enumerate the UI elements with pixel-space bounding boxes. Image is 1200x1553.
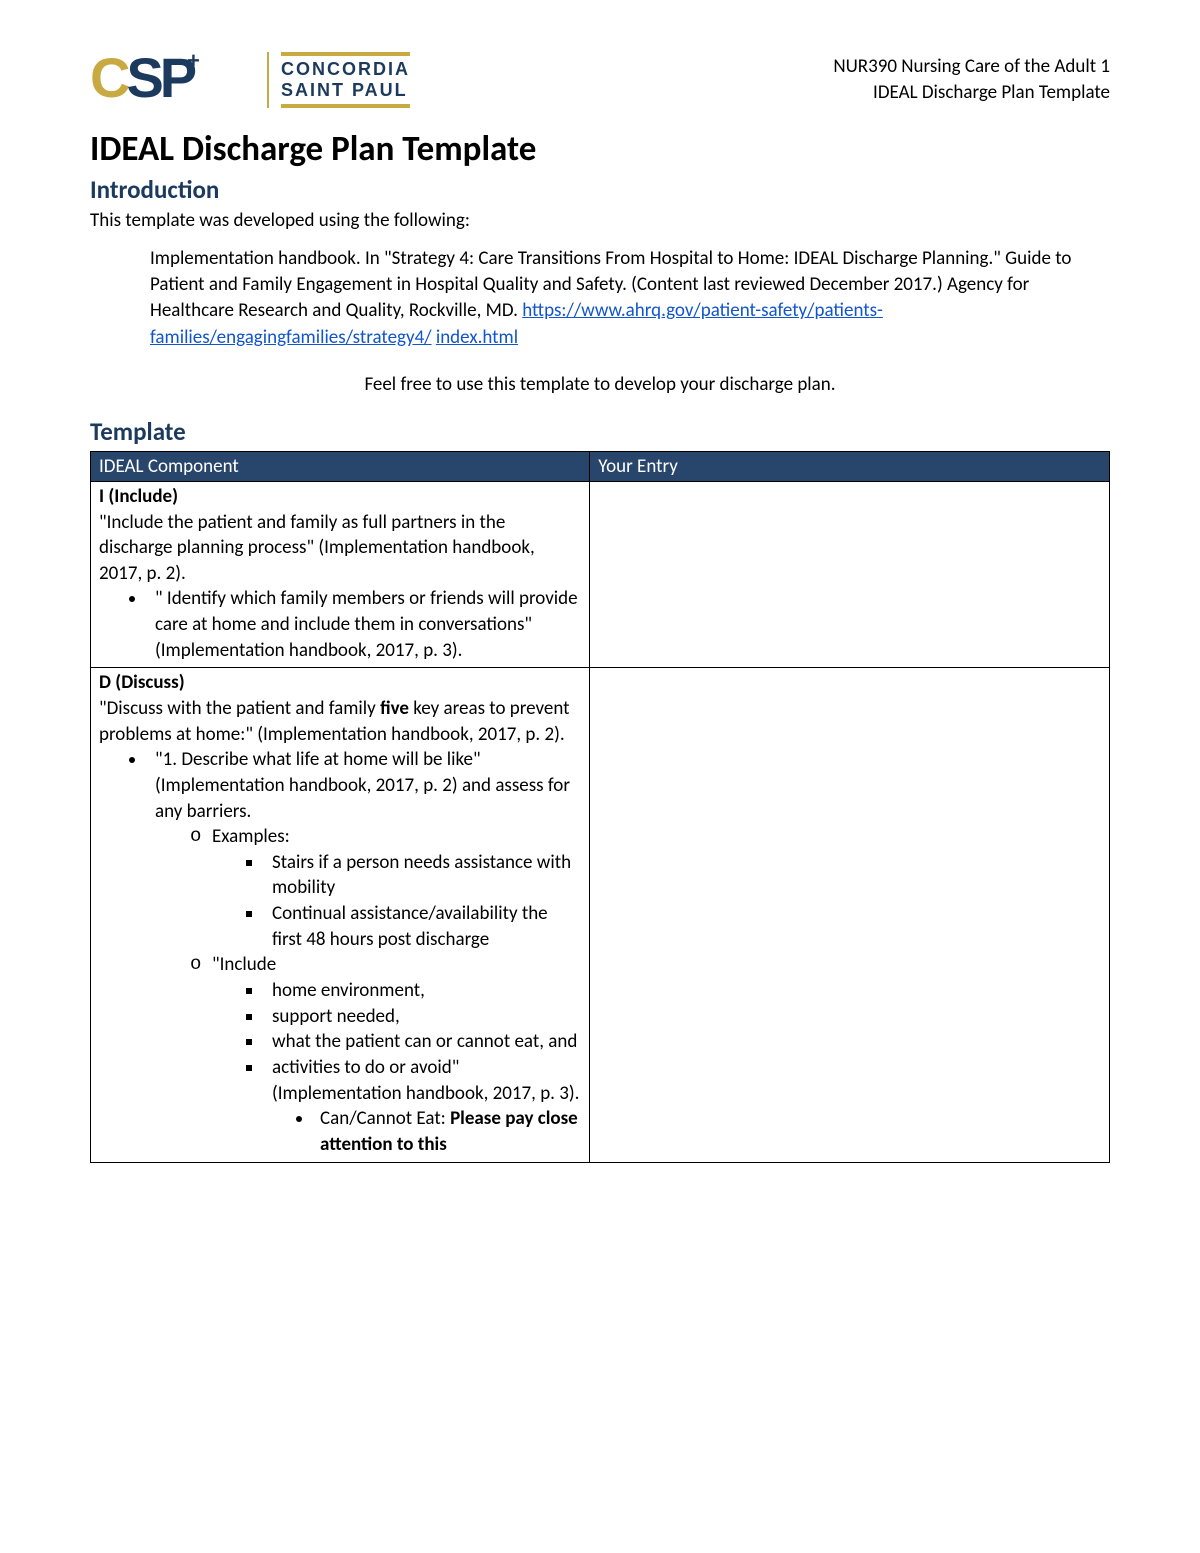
list-item: Can/Cannot Eat: Please pay close attenti… [314,1106,581,1157]
document-page: CSP+ CONCORDIA SAINT PAUL NUR390 Nursing… [0,0,1200,1223]
logo-word-saint-paul: SAINT PAUL [281,80,410,101]
d-bullets-l1: "1. Describe what life at home will be l… [99,747,581,1157]
th-component: IDEAL Component [91,451,590,481]
page-header: CSP+ CONCORDIA SAINT PAUL NUR390 Nursing… [90,50,1110,110]
d-desc: "Discuss with the patient and family fiv… [99,696,581,747]
intro-text: This template was developed using the fo… [90,209,1110,232]
table-row: D (Discuss) "Discuss with the patient an… [91,668,1110,1162]
i-heading: I (Include) [99,484,581,510]
list-item: "Include home environment, support neede… [190,952,581,1157]
d-bullets-l2a: Examples: Stairs if a person needs assis… [155,824,581,1157]
cell-i-entry[interactable] [590,481,1110,667]
d-heading: D (Discuss) [99,670,581,696]
logo-wordmark: CONCORDIA SAINT PAUL [281,52,410,107]
logo-letter-c: C [90,46,126,109]
d-bullets-l3a: Stairs if a person needs assistance with… [212,850,581,953]
list-item: activities to do or avoid" (Implementati… [264,1055,581,1158]
list-item: support needed, [264,1004,581,1030]
list-item: "1. Describe what life at home will be l… [147,747,581,1157]
table-header-row: IDEAL Component Your Entry [91,451,1110,481]
ideal-table: IDEAL Component Your Entry I (Include) "… [90,451,1110,1163]
logo-plus-icon: + [187,50,196,72]
table-row: I (Include) "Include the patient and fam… [91,481,1110,667]
th-entry: Your Entry [590,451,1110,481]
d-b2a-text: Examples: [212,825,290,848]
header-course-info: NUR390 Nursing Care of the Adult 1 IDEAL… [833,50,1110,105]
logo-letters-sp: SP [126,46,193,109]
doc-subtitle: IDEAL Discharge Plan Template [833,80,1110,106]
list-item: Stairs if a person needs assistance with… [264,850,581,901]
cell-d-entry[interactable] [590,668,1110,1162]
d-desc-1: "Discuss with the patient and family [99,697,380,720]
cell-i-include: I (Include) "Include the patient and fam… [91,481,590,667]
d-bullets-l4: Can/Cannot Eat: Please pay close attenti… [272,1106,581,1157]
d-bullets-l3b: home environment, support needed, what t… [212,978,581,1157]
cell-d-discuss: D (Discuss) "Discuss with the patient an… [91,668,590,1162]
page-title: IDEAL Discharge Plan Template [90,128,1110,170]
d-b4a-text: Can/Cannot Eat: [320,1107,450,1130]
school-logo: CSP+ CONCORDIA SAINT PAUL [90,50,410,110]
template-heading: Template [90,416,1110,447]
i-bullets: " Identify which family members or frien… [99,586,581,663]
d-b3f-text: activities to do or avoid" (Implementati… [272,1056,579,1105]
list-item: home environment, [264,978,581,1004]
course-code: NUR390 Nursing Care of the Adult 1 [833,54,1110,80]
logo-word-concordia: CONCORDIA [281,59,410,80]
list-item: what the patient can or cannot eat, and [264,1029,581,1055]
intro-heading: Introduction [90,174,1110,205]
i-desc: "Include the patient and family as full … [99,510,581,587]
list-item: " Identify which family members or frien… [147,586,581,663]
list-item: Examples: Stairs if a person needs assis… [190,824,581,952]
d-desc-bold: five [380,697,409,720]
logo-csp-mark: CSP+ [90,50,255,110]
d-b2b-text: "Include [212,953,276,976]
usage-note: Feel free to use this template to develo… [90,373,1110,396]
list-item: Continual assistance/availability the fi… [264,901,581,952]
logo-csp-letters: CSP+ [90,46,193,109]
citation-link-part2[interactable]: index.html [436,326,518,349]
logo-divider [267,52,269,108]
citation-block: Implementation handbook. In "Strategy 4:… [150,246,1080,351]
d-b1-text: "1. Describe what life at home will be l… [155,748,570,822]
